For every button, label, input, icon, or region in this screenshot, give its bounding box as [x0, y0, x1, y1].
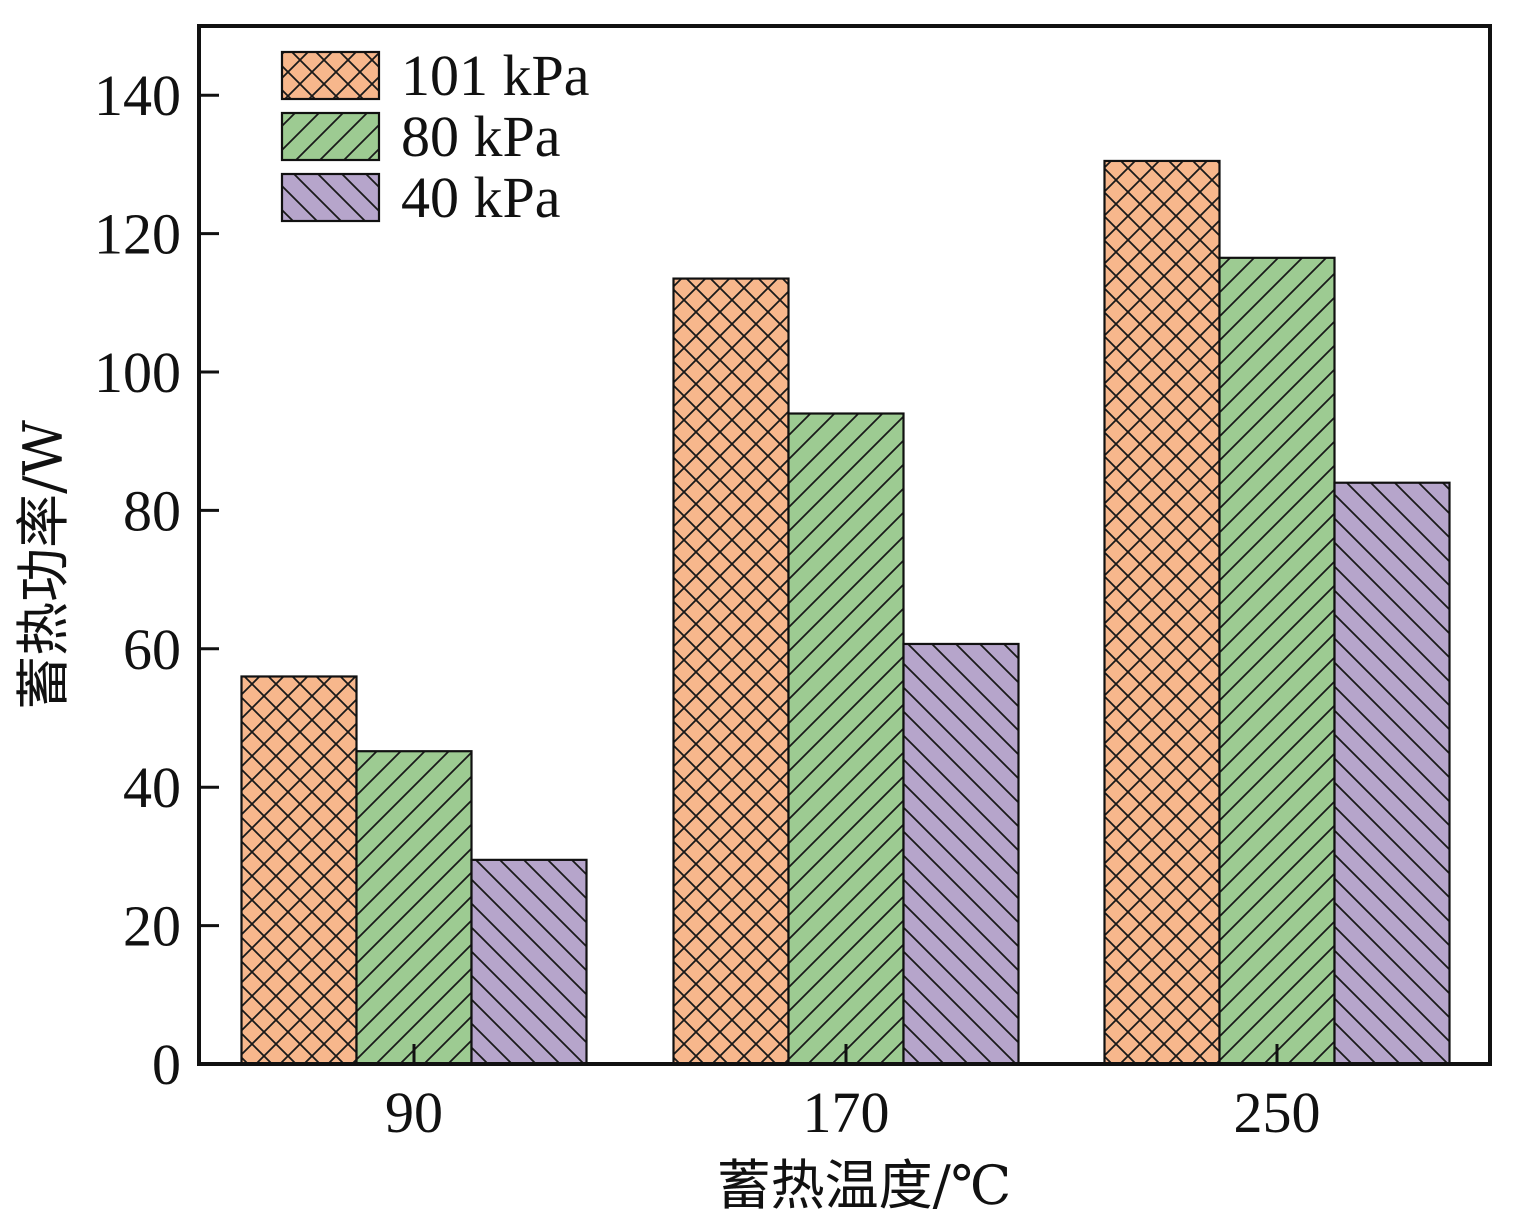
- y-tick-label: 20: [123, 894, 181, 959]
- x-tick-label: 90: [385, 1080, 443, 1145]
- bar-250-40-kPa: [1333, 481, 1451, 1066]
- bar-250-101-kPa: [1103, 159, 1221, 1066]
- y-tick-label: 80: [123, 478, 181, 543]
- bar-hatch: [240, 675, 358, 1066]
- y-tick-label: 100: [94, 340, 181, 405]
- bar-hatch: [672, 277, 790, 1066]
- bar-hatch: [902, 642, 1020, 1066]
- x-tick-label: 170: [803, 1080, 890, 1145]
- y-tick-label: 120: [94, 202, 181, 267]
- axes-layer: 0 20 40 60 80 100 120 140 90 170 250: [94, 24, 1492, 1145]
- bar-hatch: [1103, 159, 1221, 1066]
- legend-swatch-hatch: [280, 50, 381, 101]
- bar-250-80-kPa: [1218, 256, 1336, 1066]
- legend-swatch-hatch: [280, 111, 381, 162]
- legend-item: 80 kPa: [280, 104, 561, 169]
- x-axis-title: 蓄热温度/℃: [717, 1154, 1012, 1217]
- y-axis-title: 蓄热功率/W: [12, 420, 75, 710]
- legend-label: 101 kPa: [401, 43, 590, 108]
- y-tick-label: 40: [123, 755, 181, 820]
- bar-hatch: [1333, 481, 1451, 1066]
- bar-90-40-kPa: [470, 858, 588, 1066]
- bar-90-101-kPa: [240, 675, 358, 1066]
- bar-hatch: [1218, 256, 1336, 1066]
- y-tick-label: 60: [123, 617, 181, 682]
- bar-hatch: [355, 750, 473, 1066]
- bar-90-80-kPa: [355, 750, 473, 1066]
- y-tick-label: 0: [152, 1032, 181, 1097]
- bar-hatch: [470, 858, 588, 1066]
- legend-label: 80 kPa: [401, 104, 561, 169]
- bar-hatch: [787, 412, 905, 1066]
- bar-170-80-kPa: [787, 412, 905, 1066]
- legend-item: 101 kPa: [280, 43, 590, 108]
- legend-swatch-hatch: [280, 172, 381, 223]
- bars-layer: [240, 159, 1451, 1066]
- bar-170-101-kPa: [672, 277, 790, 1066]
- legend-label: 40 kPa: [401, 165, 561, 230]
- y-tick-label: 140: [94, 63, 181, 128]
- x-tick-label: 250: [1234, 1080, 1321, 1145]
- legend-item: 40 kPa: [280, 165, 561, 230]
- bar-170-40-kPa: [902, 642, 1020, 1066]
